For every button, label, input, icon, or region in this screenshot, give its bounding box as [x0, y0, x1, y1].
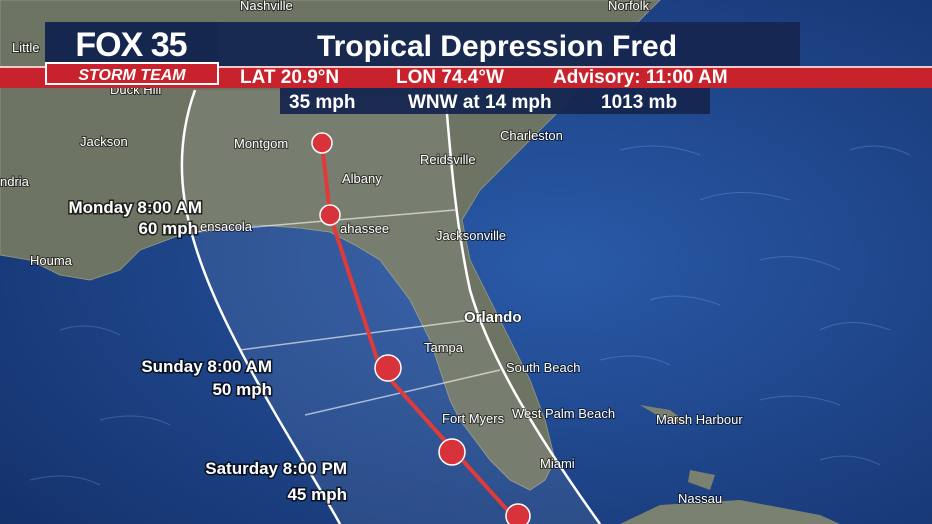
city-label: Orlando: [464, 309, 522, 326]
storm-icons: [311, 132, 531, 524]
city-label: Jacksonville: [436, 228, 506, 243]
logo-subtext: STORM TEAM: [78, 67, 186, 84]
info-motion: WNW at 14 mph: [408, 92, 552, 113]
info-advisory: Advisory: 11:00 AM: [553, 67, 728, 88]
forecast-wind: 60 mph: [138, 219, 198, 238]
city-label: Montgom: [234, 136, 288, 151]
forecast-time: Sunday 8:00 AM: [141, 357, 272, 376]
info-wind: 35 mph: [289, 92, 356, 113]
cone: [181, 90, 601, 524]
city-label: West Palm Beach: [512, 406, 615, 421]
title: Tropical Depression Fred: [317, 30, 677, 63]
city-label: Charleston: [500, 128, 563, 143]
wind-streaks: [29, 145, 911, 486]
city-label: Houma: [30, 253, 73, 268]
header: FOX 35 STORM TEAM Tropical Depression Fr…: [0, 22, 932, 114]
city-label: Marsh Harbour: [656, 412, 743, 427]
logo-box: [45, 22, 218, 66]
forecast-time: Monday 8:00 AM: [68, 198, 202, 217]
forecast-wind: 45 mph: [287, 485, 347, 504]
info-pressure: 1013 mb: [601, 92, 677, 113]
info-lat: LAT 20.9°N: [240, 67, 339, 88]
logo-text: FOX 35: [75, 26, 186, 64]
forecast-time: Saturday 8:00 PM: [205, 459, 347, 478]
logo-band: [45, 62, 219, 85]
city-label: ensacola: [200, 219, 253, 234]
city-label: Little: [12, 40, 39, 55]
city-label: South Beach: [506, 360, 580, 375]
city-label: Nashville: [240, 0, 293, 13]
city-label: Tampa: [424, 340, 464, 355]
city-label: Albany: [342, 171, 382, 186]
red-bar: [0, 66, 932, 88]
city-label: Jackson: [80, 134, 128, 149]
city-label: Norfolk: [608, 0, 650, 13]
cone-edge: [180, 89, 602, 524]
info-lon: LON 74.4°W: [396, 67, 504, 88]
city-label: Reidsville: [420, 152, 476, 167]
title-box: [218, 22, 800, 66]
islands: [620, 405, 840, 524]
forecast-wind: 50 mph: [212, 380, 272, 399]
land: [0, 0, 661, 491]
city-label: Nassau: [678, 491, 722, 506]
city-label: ndria: [0, 174, 30, 189]
city-label: Miami: [540, 456, 575, 471]
city-label: Fort Myers: [442, 411, 505, 426]
city-label: ahassee: [340, 221, 389, 236]
info-box: [280, 88, 710, 114]
